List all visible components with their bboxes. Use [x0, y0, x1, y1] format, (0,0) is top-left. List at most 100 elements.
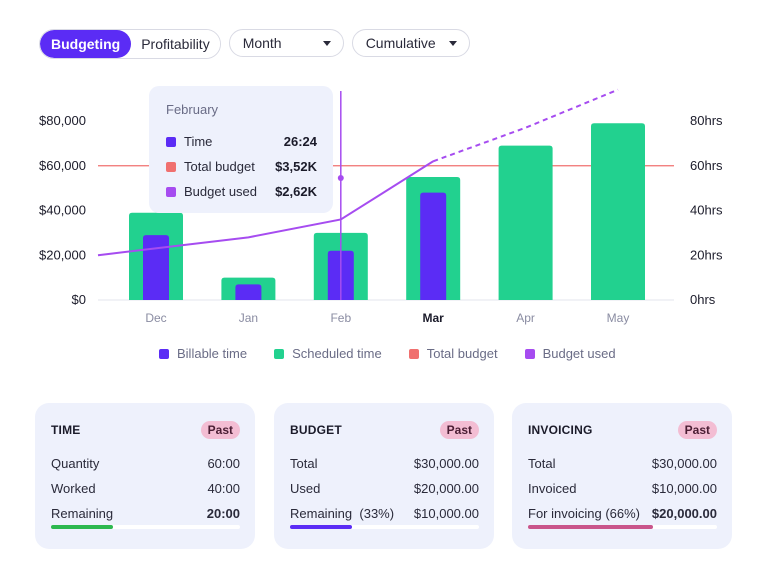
tooltip-label: Time [184, 134, 213, 149]
tab-budgeting[interactable]: Budgeting [40, 30, 132, 58]
row-label-group: For invoicing (66%) [528, 506, 640, 531]
tooltip-label: Budget used [184, 184, 258, 199]
row-percent: (66%) [605, 506, 641, 521]
mode-dropdown-value: Cumulative [365, 35, 436, 51]
tooltip-row-total-budget: Total budget $3,52K [166, 154, 317, 179]
x-tick-label: Jan [239, 311, 258, 325]
status-badge: Past [200, 421, 240, 439]
card-row-total: Total $30,000.00 [290, 456, 479, 481]
row-value: 40:00 [207, 481, 240, 496]
row-percent: (33%) [359, 506, 395, 521]
tooltip-swatch-time [166, 136, 176, 147]
card-row-for-invoicing: For invoicing (66%) $20,000.00 [528, 506, 717, 531]
time-card: TIME Past Quantity 60:00 Worked 40:00 Re… [35, 403, 255, 549]
row-label: Worked [51, 481, 96, 496]
row-label: Invoiced [528, 481, 577, 496]
y-left-tick-label: $40,000 [39, 203, 86, 218]
legend-item-budget-used[interactable]: Budget used [524, 346, 616, 361]
tab-profitability[interactable]: Profitability [131, 30, 220, 58]
progress-bar [528, 525, 717, 529]
y-left-tick-label: $0 [72, 292, 86, 307]
chevron-down-icon [448, 40, 457, 46]
x-tick-label: Mar [423, 311, 445, 325]
budget-used-line-projection [432, 88, 619, 163]
y-right-tick-label: 40hrs [690, 203, 723, 218]
legend-label: Scheduled time [292, 346, 382, 361]
legend-swatch [274, 348, 285, 359]
chart-legend: Billable time Scheduled time Total budge… [159, 346, 643, 361]
row-label: Quantity [51, 456, 100, 471]
status-badge: Past [677, 421, 717, 439]
card-title: BUDGET [290, 423, 342, 437]
y-left-tick-label: $60,000 [39, 158, 86, 173]
legend-item-total-budget[interactable]: Total budget [408, 346, 498, 361]
x-tick-label: Feb [330, 311, 351, 325]
legend-item-scheduled-time[interactable]: Scheduled time [274, 346, 382, 361]
tooltip-label: Total budget [184, 159, 255, 174]
card-row-worked: Worked 40:00 [51, 481, 240, 506]
y-right-tick-label: 0hrs [690, 292, 716, 307]
hover-cursor-dot [337, 175, 344, 181]
card-row-remaining: Remaining (33%) $10,000.00 [290, 506, 479, 531]
progress-bar [51, 525, 240, 529]
legend-swatch [408, 348, 419, 359]
invoicing-card: INVOICING Past Total $30,000.00 Invoiced… [512, 403, 732, 549]
progress-bar [290, 525, 479, 529]
x-tick-label: May [607, 311, 630, 325]
period-dropdown-value: Month [242, 35, 282, 51]
y-left-tick-label: $20,000 [39, 247, 86, 262]
progress-fill [528, 525, 653, 529]
card-row-total: Total $30,000.00 [528, 456, 717, 481]
y-left-tick-label: $80,000 [39, 113, 86, 128]
tooltip-swatch-total-budget [166, 161, 176, 172]
x-tick-label: Apr [516, 311, 535, 325]
row-value: $30,000.00 [651, 456, 717, 471]
row-label: Total [528, 456, 556, 471]
billable-time-bar [235, 284, 262, 300]
progress-fill [51, 525, 114, 529]
legend-item-billable-time[interactable]: Billable time [159, 346, 247, 361]
tooltip-value: 26:24 [283, 134, 317, 149]
legend-swatch [524, 348, 535, 359]
tooltip-title: February [166, 102, 219, 117]
row-label: Remaining [290, 506, 353, 521]
card-title: INVOICING [528, 423, 593, 437]
budget-used-line [97, 160, 434, 257]
row-value: 20:00 [206, 506, 240, 521]
billable-time-bar [143, 235, 169, 300]
card-row-used: Used $20,000.00 [290, 481, 479, 506]
chart-tooltip: February Time 26:24 Total budget $3,52K … [149, 86, 333, 213]
budget-chart: $0 $20,000 $40,000 $60,000 $80,000 0hrs 20hrs 4… [39, 88, 723, 325]
tooltip-row-budget-used: Budget used $2,62K [166, 179, 317, 204]
row-label-group: Remaining (33%) [290, 506, 394, 531]
card-title: TIME [51, 423, 81, 437]
tooltip-value: $2,62K [275, 184, 317, 199]
card-row-quantity: Quantity 60:00 [51, 456, 240, 481]
card-row-invoiced: Invoiced $10,000.00 [528, 481, 717, 506]
legend-label: Budget used [542, 346, 616, 361]
row-value: $10,000.00 [651, 481, 717, 496]
view-toggle: Budgeting Profitability [39, 29, 221, 59]
status-badge: Past [439, 421, 479, 439]
legend-swatch [159, 348, 169, 359]
x-tick-label: Dec [145, 311, 166, 325]
tooltip-row-time: Time 26:24 [166, 129, 317, 154]
row-value: $10,000.00 [413, 506, 479, 521]
progress-fill [290, 525, 353, 529]
legend-label: Billable time [177, 346, 248, 361]
row-value: $20,000.00 [413, 481, 479, 496]
card-row-remaining: Remaining 20:00 [51, 506, 240, 531]
legend-label: Total budget [426, 346, 498, 361]
y-right-tick-label: 20hrs [690, 247, 723, 262]
budget-card: BUDGET Past Total $30,000.00 Used $20,00… [274, 403, 494, 549]
period-dropdown[interactable]: Month [228, 29, 344, 57]
tooltip-value: $3,52K [275, 159, 317, 174]
row-label: Remaining [51, 506, 114, 521]
tooltip-swatch-budget-used [166, 186, 176, 197]
mode-dropdown[interactable]: Cumulative [351, 29, 470, 57]
scheduled-time-bar [498, 145, 553, 300]
scheduled-time-bar [591, 123, 645, 300]
toolbar: Budgeting Profitability Month Cumulative [39, 29, 470, 59]
row-value: 60:00 [207, 456, 240, 471]
y-right-tick-label: 60hrs [690, 158, 723, 173]
